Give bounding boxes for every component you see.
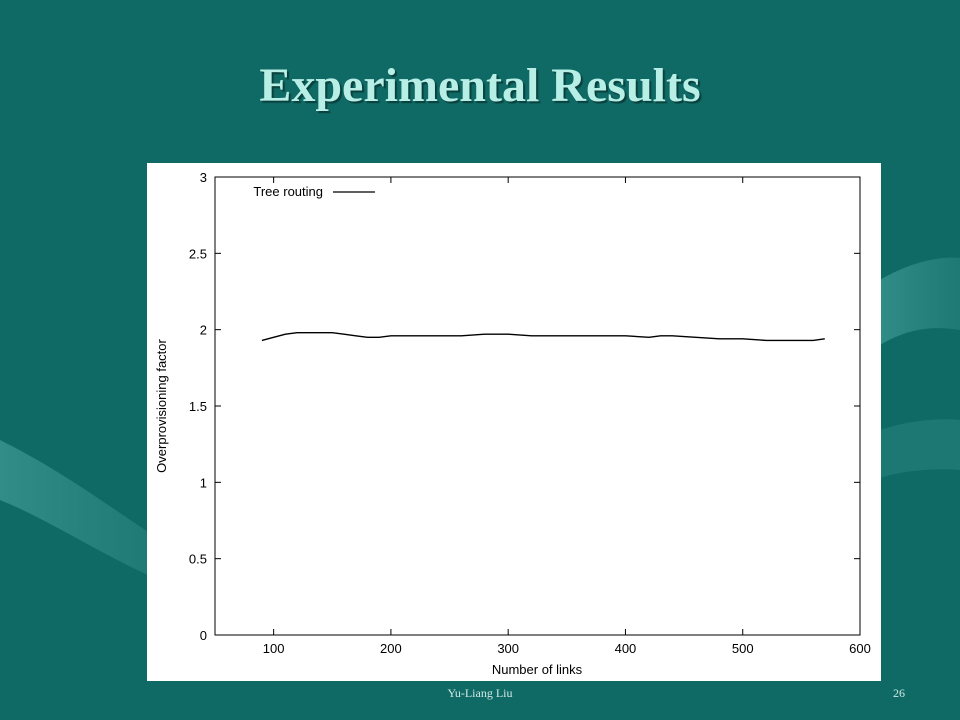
x-tick-label: 600 <box>849 641 871 656</box>
slide-title: Experimental Results <box>259 59 701 112</box>
y-tick-label: 1 <box>200 475 207 490</box>
x-tick-label: 100 <box>263 641 285 656</box>
page-number: 26 <box>893 686 905 700</box>
y-tick-label: 3 <box>200 170 207 185</box>
x-tick-label: 400 <box>615 641 637 656</box>
legend: Tree routing <box>253 184 375 199</box>
y-tick-label: 2 <box>200 323 207 338</box>
chart-canvas: 0 0.5 1 1.5 2 2.5 3 100 200 300 400 500 600 Tree rou… <box>154 170 871 677</box>
y-tick-label: 1.5 <box>189 399 207 414</box>
axis-ticks: 0 0.5 1 1.5 2 2.5 3 100 200 300 400 500 600 <box>189 170 871 656</box>
line-chart: 0 0.5 1 1.5 2 2.5 3 100 200 300 400 500 600 Tree rou… <box>147 163 881 681</box>
y-tick-label: 0 <box>200 628 207 643</box>
x-tick-label: 300 <box>497 641 519 656</box>
x-tick-label: 500 <box>732 641 754 656</box>
y-tick-label: 2.5 <box>189 246 207 261</box>
plot-frame <box>214 176 861 636</box>
series-line <box>261 331 825 342</box>
legend-label: Tree routing <box>253 184 323 199</box>
x-tick-label: 200 <box>380 641 402 656</box>
x-axis-label: Number of links <box>492 662 583 677</box>
footer-author: Yu-Liang Liu <box>447 686 513 700</box>
y-tick-label: 0.5 <box>189 552 207 567</box>
y-axis-label: Overprovisioning factor <box>154 338 169 472</box>
series-layer <box>261 331 825 342</box>
